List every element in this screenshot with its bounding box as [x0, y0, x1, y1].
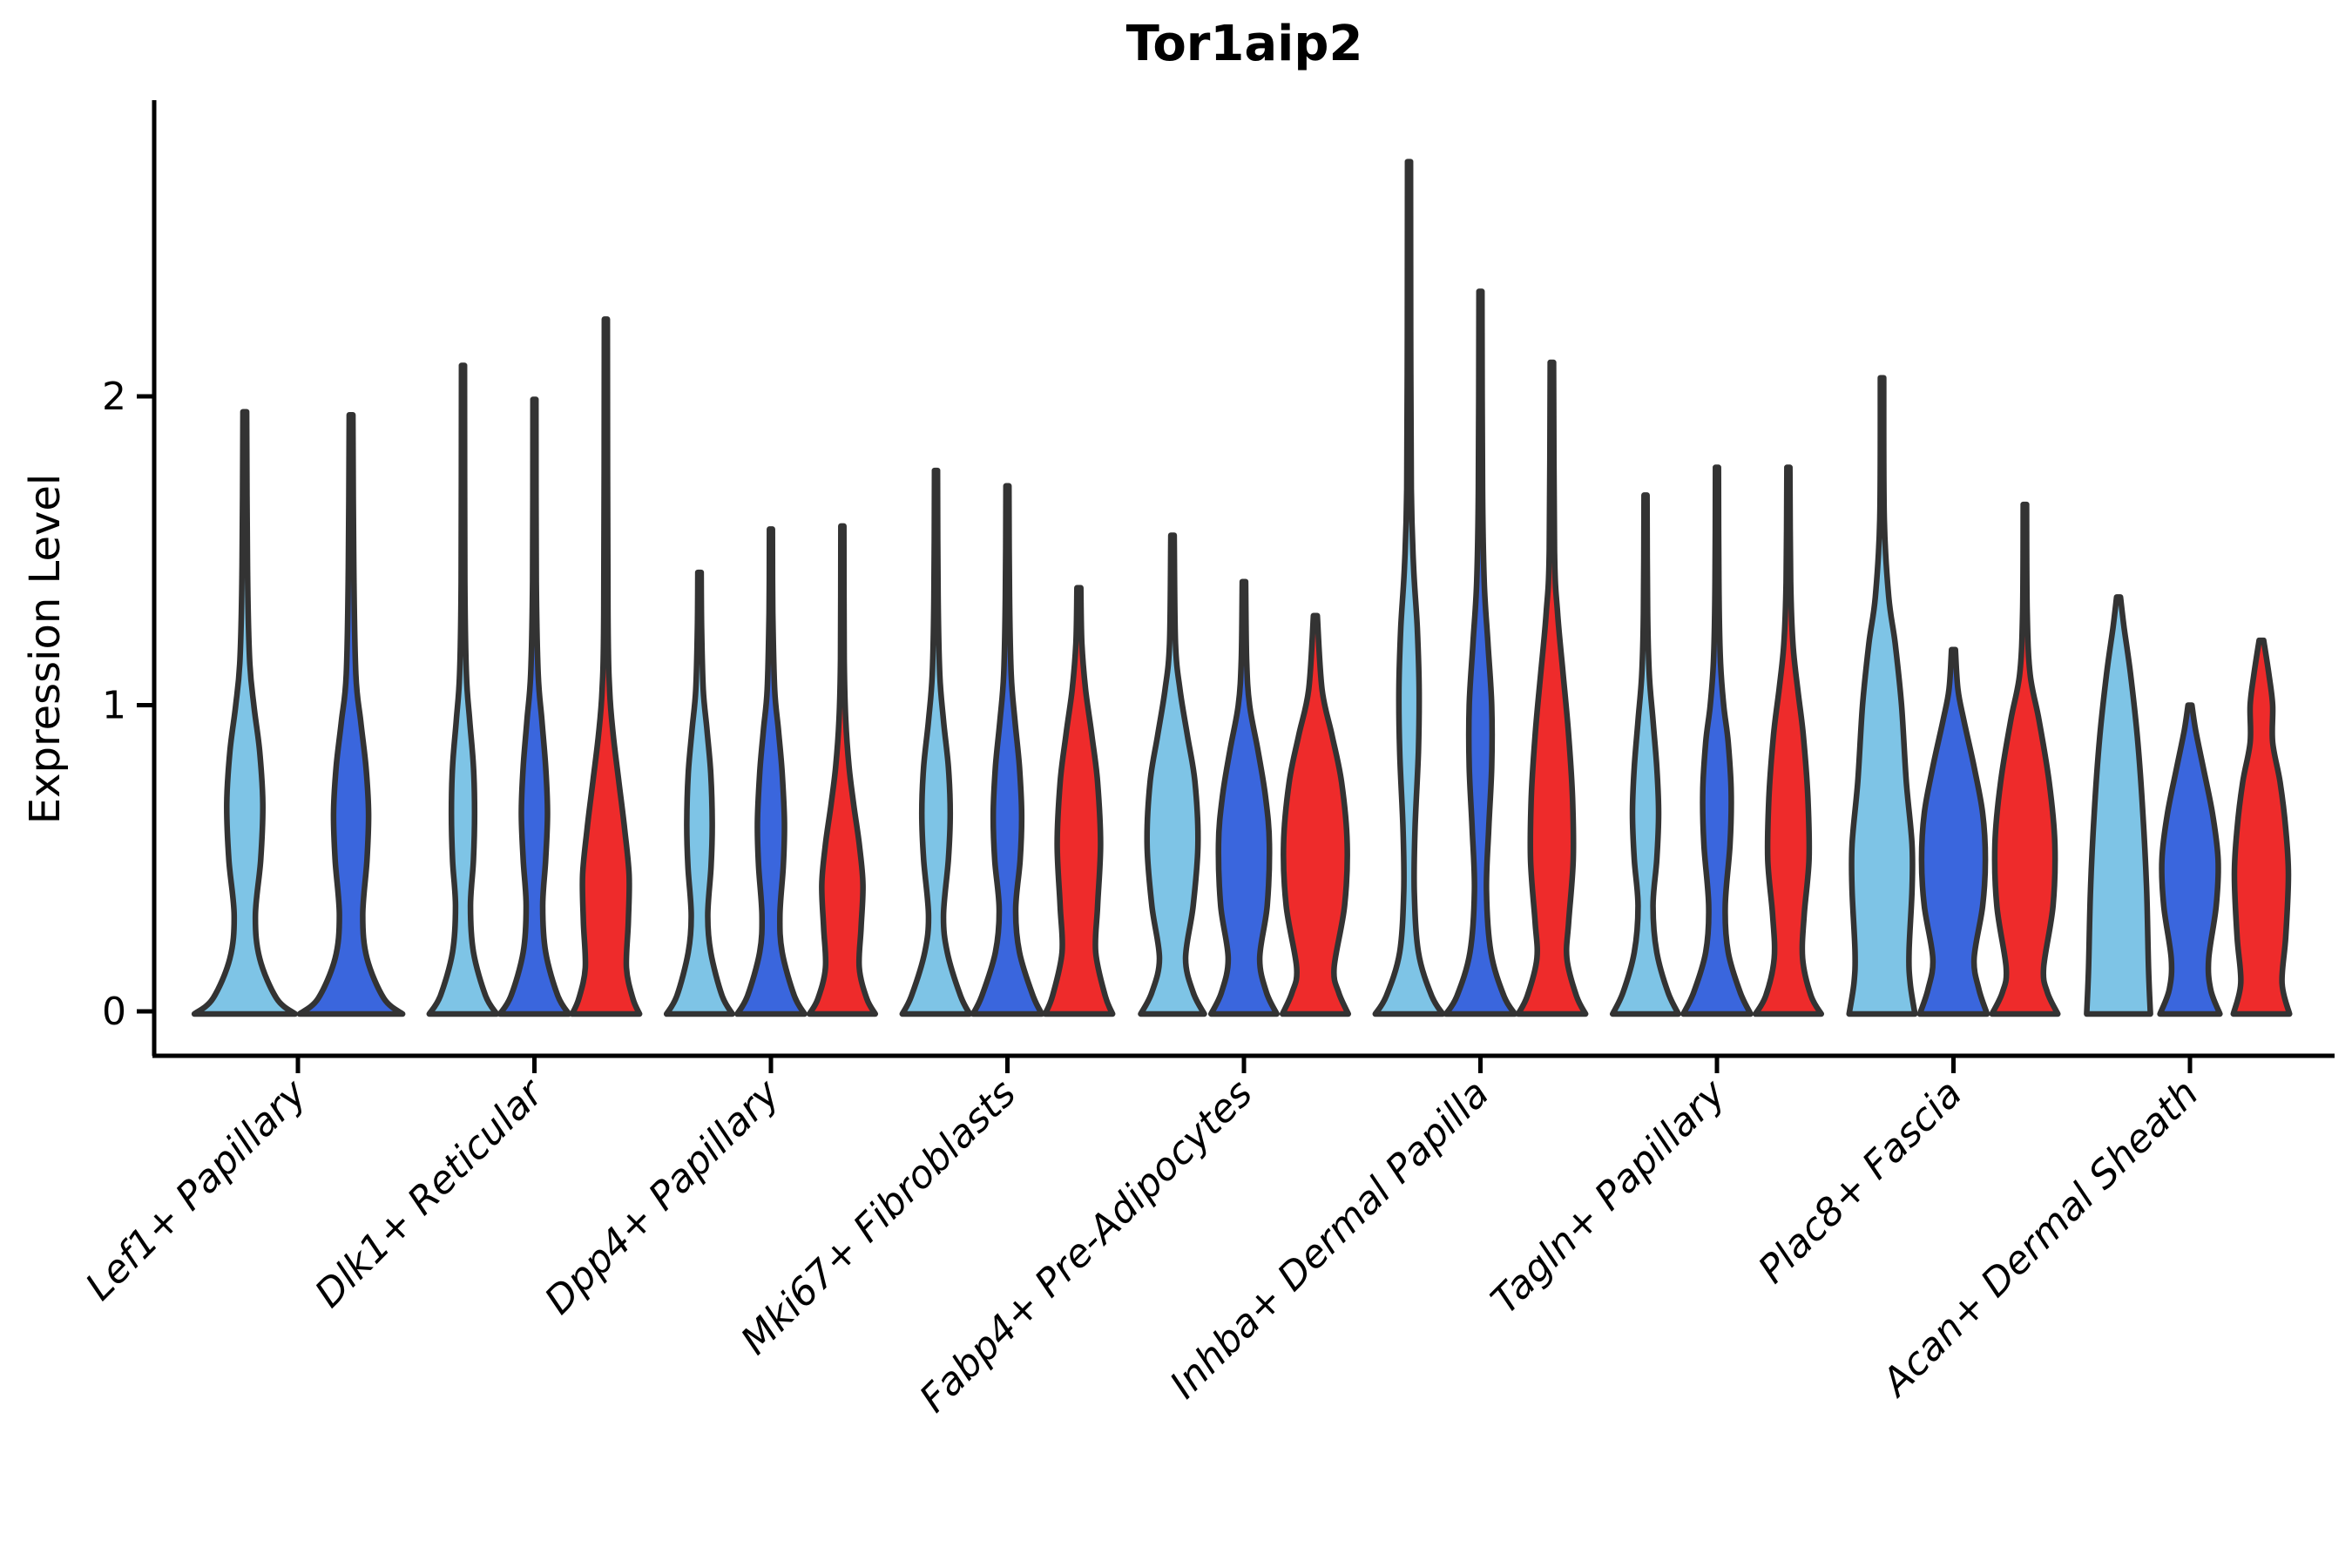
violin-royal_blue	[970, 483, 1045, 1017]
violin-royal_blue	[2157, 702, 2223, 1017]
y-tick-label: 0	[102, 990, 126, 1034]
x-tick-label: Plac8+ Fascia	[1750, 1071, 1970, 1292]
x-tick-label: Dpp4+ Papillary	[537, 1071, 789, 1323]
chart-title: Tor1aip2	[1125, 16, 1363, 72]
violin-royal_blue	[734, 526, 808, 1017]
x-tick-label: Tagln+ Papillary	[1483, 1071, 1734, 1322]
violin-light_blue	[663, 569, 736, 1017]
x-tick-label: Dlk1+ Reticular	[307, 1070, 553, 1316]
violin-light_blue	[426, 362, 500, 1017]
violin-royal_blue	[1443, 288, 1518, 1017]
violin-red	[2230, 637, 2293, 1017]
x-tick-label: Lef1+ Papillary	[78, 1071, 316, 1309]
y-tick-label: 1	[102, 684, 126, 728]
violin-light_blue	[2084, 594, 2153, 1017]
violin-light_blue	[1138, 532, 1207, 1017]
violin-royal_blue	[1207, 578, 1281, 1017]
violin-red	[1279, 612, 1352, 1017]
y-tick-label: 2	[102, 375, 126, 419]
violin-red	[1989, 501, 2061, 1017]
violin-red	[1515, 359, 1589, 1017]
violin-royal_blue	[296, 412, 406, 1017]
violin-light_blue	[899, 467, 973, 1017]
violin-royal_blue	[1916, 646, 1990, 1017]
violin-light_blue	[1846, 375, 1918, 1017]
violin-light_blue	[1372, 159, 1446, 1017]
violin-red	[1752, 464, 1825, 1017]
violin-red	[806, 523, 879, 1017]
violin-royal_blue	[1680, 464, 1754, 1017]
violin-royal_blue	[497, 396, 572, 1017]
violin-light_blue	[1609, 492, 1682, 1017]
violin-red	[569, 316, 643, 1017]
violin-light_blue	[191, 409, 299, 1017]
violin-red	[1042, 585, 1116, 1017]
